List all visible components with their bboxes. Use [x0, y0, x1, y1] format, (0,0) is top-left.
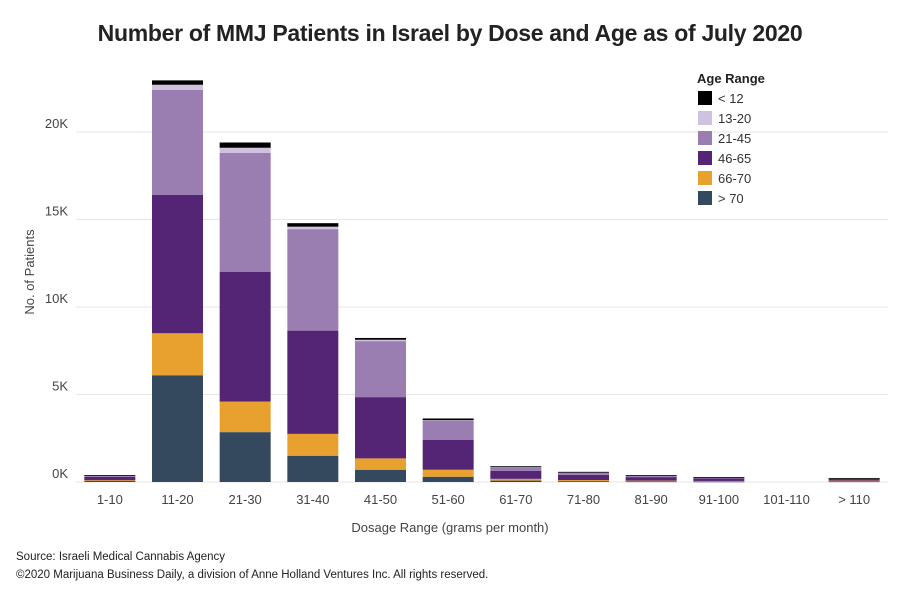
y-tick-label: 20K: [45, 116, 68, 131]
y-axis-label: No. of Patients: [22, 229, 37, 315]
bar-segment-110-0: [84, 480, 136, 482]
legend-swatch: [698, 191, 712, 205]
bar-segment-2130-5: [219, 142, 271, 148]
x-tick-label: 11-20: [161, 492, 193, 507]
legend-title: Age Range: [697, 71, 765, 86]
x-tick-label: 101-110: [763, 492, 810, 507]
bar-segment-1120-5: [152, 80, 203, 85]
bar-segment-7180-5: [558, 471, 609, 473]
bar-segment-5160-0: [422, 476, 474, 482]
chart-title: Number of MMJ Patients in Israel by Dose…: [97, 20, 803, 46]
bar-segment-1120-4: [152, 84, 203, 90]
bar-segment-7180-1: [558, 480, 609, 482]
bar-segment-3140-2: [287, 330, 339, 434]
legend-swatch: [698, 171, 712, 185]
legend-label: > 70: [718, 191, 744, 206]
bar-segment-5160-4: [422, 420, 474, 422]
bar-segment-3140-4: [287, 226, 339, 230]
bar-segment-110-2: [84, 476, 136, 481]
x-tick-label: 41-50: [364, 492, 397, 507]
bar-segment-1120-3: [152, 90, 203, 195]
bar-segment-4150-4: [355, 339, 406, 342]
bar-segment-7180-3: [558, 472, 609, 475]
source-note: Source: Israeli Medical Cannabis Agency: [16, 551, 226, 563]
bar-segment-2130-4: [219, 147, 271, 153]
bar-segment-91100-0: [693, 481, 745, 483]
legend-swatch: [698, 91, 712, 105]
bar-segment-3140-5: [287, 223, 339, 227]
bar-segment-8190-3: [625, 475, 677, 478]
bar-segment-3140-0: [287, 455, 339, 482]
bar-segment-3140-1: [287, 433, 339, 456]
bar-segment-110-1: [84, 480, 136, 482]
copyright-note: ©2020 Marijuana Business Daily, a divisi…: [16, 569, 489, 581]
bar-segment-110-2: [828, 478, 880, 481]
bar-segment-6170-2: [490, 470, 542, 479]
x-tick-label: 61-70: [499, 492, 532, 507]
bar-segment-7180-2: [558, 474, 609, 481]
bar-segment-110-5: [828, 477, 880, 479]
bar-segment-91100-2: [693, 478, 745, 481]
bar-segment-1120-2: [152, 195, 203, 334]
x-tick-label: 51-60: [432, 492, 465, 507]
bar-segment-5160-1: [422, 469, 474, 477]
bar-segment-7180-0: [558, 481, 609, 482]
x-tick-label: 71-80: [567, 492, 600, 507]
bar-segment-6170-1: [490, 478, 542, 481]
bar-segment-91100-1: [693, 480, 745, 482]
bar-segment-1120-0: [152, 375, 203, 482]
bar-segment-110-3: [84, 475, 136, 477]
bar-segment-110-1: [828, 480, 880, 482]
bar-segment-91100-5: [693, 477, 745, 478]
bar-segment-8190-2: [625, 477, 677, 481]
bar-segment-8190-5: [625, 475, 677, 476]
y-tick-label: 5K: [52, 379, 68, 394]
bar-segment-4150-3: [355, 341, 406, 398]
legend-swatch: [698, 151, 712, 165]
bar-segment-4150-5: [355, 337, 406, 340]
bar-segment-6170-3: [490, 466, 542, 471]
legend-label: < 12: [718, 91, 744, 106]
legend-swatch: [698, 131, 712, 145]
legend-swatch: [698, 111, 712, 125]
y-tick-label: 0K: [52, 466, 68, 481]
x-tick-label: 1-10: [97, 492, 123, 507]
y-tick-label: 10K: [45, 291, 68, 306]
x-tick-label: 31-40: [296, 492, 329, 507]
legend-label: 66-70: [718, 171, 751, 186]
bar-segment-6170-5: [490, 466, 542, 468]
x-tick-label: 91-100: [699, 492, 739, 507]
bar-segment-1120-1: [152, 333, 203, 376]
bar-segment-4150-1: [355, 458, 406, 470]
bar-segment-2130-1: [219, 401, 271, 433]
bar-segment-8190-1: [625, 480, 677, 482]
bar-segment-2130-2: [219, 272, 271, 402]
bar-segment-3140-3: [287, 229, 339, 331]
x-tick-label: 81-90: [635, 492, 668, 507]
bar-segment-5160-3: [422, 420, 474, 440]
bar-segment-5160-2: [422, 440, 474, 470]
legend-label: 46-65: [718, 151, 751, 166]
bar-segment-110-5: [84, 475, 136, 476]
bar-segment-4150-0: [355, 469, 406, 482]
bar-segment-5160-5: [422, 418, 474, 421]
bar-segment-6170-0: [490, 480, 542, 482]
bar-segment-110-0: [828, 481, 880, 483]
x-axis-label: Dosage Range (grams per month): [351, 520, 548, 535]
bar-segment-2130-3: [219, 153, 271, 272]
legend-label: 13-20: [718, 111, 751, 126]
x-tick-label: 21-30: [229, 492, 262, 507]
bar-segment-4150-2: [355, 397, 406, 459]
bar-segment-8190-0: [625, 481, 677, 483]
y-tick-label: 15K: [45, 204, 68, 219]
legend-label: 21-45: [718, 131, 751, 146]
x-tick-label: > 110: [838, 492, 870, 507]
bar-segment-2130-0: [219, 432, 271, 482]
